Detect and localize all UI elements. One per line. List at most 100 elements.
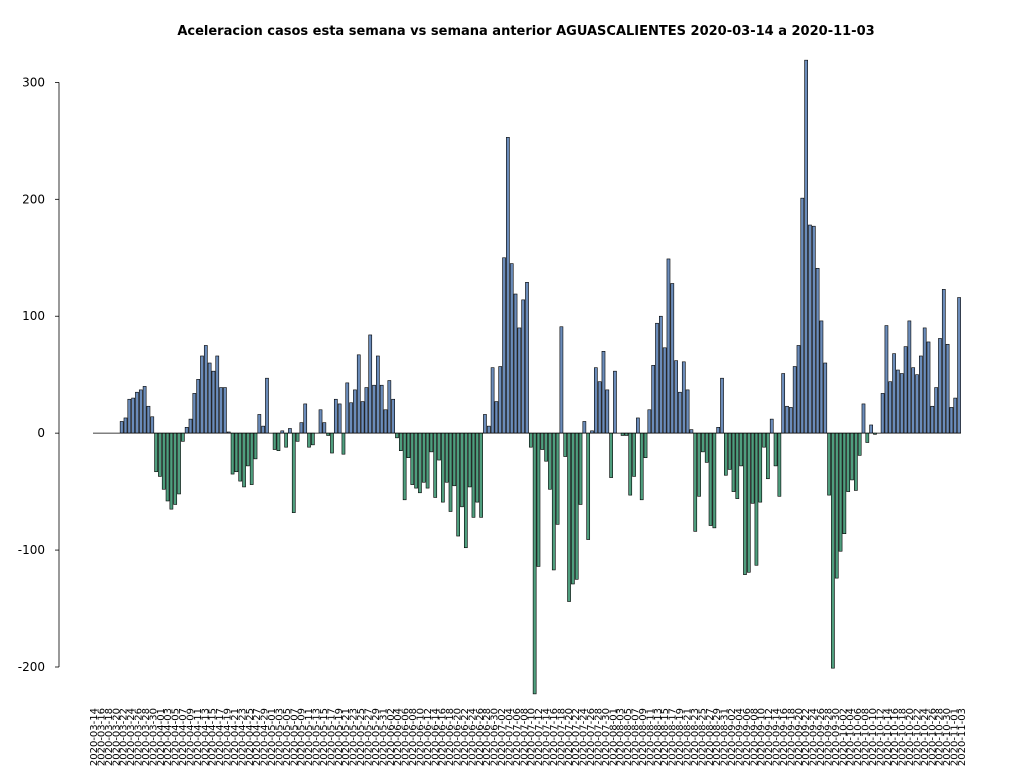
bar [586, 432, 591, 540]
bar [724, 432, 728, 476]
x-tick-label: 2020-09-16 [779, 708, 790, 766]
bar [792, 366, 797, 434]
bar [138, 389, 143, 434]
x-tick-label: 2020-07-06 [512, 708, 523, 766]
x-tick-label: 2020-05-25 [356, 708, 367, 766]
bar [574, 432, 579, 580]
bar [551, 432, 556, 571]
bar [513, 293, 518, 434]
bar [674, 360, 678, 434]
bar [578, 432, 583, 505]
bar [639, 432, 644, 501]
x-tick-label: 2020-04-23 [237, 708, 248, 766]
chart-title: Aceleracion casos esta semana vs semana … [177, 24, 874, 39]
x-tick-label: 2020-10-16 [890, 708, 901, 766]
x-tick-label: 2020-09-02 [727, 708, 738, 766]
bar [177, 432, 181, 495]
bar [789, 407, 793, 434]
bar [655, 322, 659, 434]
bar [930, 405, 935, 434]
bar [785, 405, 789, 434]
bar [284, 432, 288, 448]
bar [460, 432, 464, 508]
x-tick-label: 2020-08-09 [638, 708, 649, 766]
x-tick-label: 2020-10-06 [853, 708, 864, 766]
bar [509, 263, 514, 434]
bar [854, 432, 858, 491]
bar [483, 414, 487, 434]
bar [548, 432, 552, 490]
bar [697, 432, 701, 497]
bar [941, 289, 946, 434]
x-tick-label: 2020-06-08 [408, 708, 419, 766]
x-tick-label: 2020-10-22 [913, 708, 924, 766]
bar [123, 417, 128, 434]
bar [754, 432, 759, 566]
bar [945, 343, 950, 434]
bar [827, 432, 831, 496]
x-tick-label: 2020-09-26 [816, 708, 827, 766]
bar [544, 432, 548, 462]
bar [333, 398, 338, 434]
bar [234, 432, 239, 473]
x-tick-label: 2020-04-21 [230, 708, 241, 766]
bar [678, 391, 682, 434]
bar [693, 432, 698, 532]
x-tick-label: 2020-05-13 [312, 708, 323, 766]
bar [211, 370, 216, 434]
x-tick-label: 2020-09-12 [764, 708, 775, 766]
x-tick-label: 2020-04-07 [178, 708, 189, 766]
bar [330, 432, 334, 454]
bar [666, 258, 671, 434]
bar [502, 257, 506, 434]
bar [563, 432, 568, 457]
x-tick-label: 2020-10-04 [846, 708, 857, 766]
x-tick-label: 2020-06-24 [467, 708, 478, 766]
bar [643, 432, 648, 458]
bar [949, 407, 954, 434]
bar [253, 432, 258, 460]
x-tick-label: 2020-03-28 [141, 708, 152, 766]
bar [582, 421, 587, 434]
bar [456, 432, 461, 537]
y-tick-label: 100 [22, 309, 45, 323]
bar [915, 374, 919, 434]
x-tick-label: 2020-05-27 [364, 708, 375, 766]
bar [926, 341, 931, 434]
bar [896, 369, 900, 434]
bar [135, 391, 139, 434]
x-tick-label: 2020-06-28 [482, 708, 493, 766]
bar [276, 432, 281, 451]
bar [601, 351, 606, 434]
bar [376, 355, 380, 434]
x-tick-label: 2020-04-27 [252, 708, 263, 766]
bar [628, 432, 633, 496]
bar [184, 427, 189, 434]
bar [743, 432, 747, 575]
bar [704, 432, 709, 463]
bar [486, 425, 491, 434]
x-tick-label: 2020-10-14 [883, 708, 894, 766]
bar [528, 432, 533, 448]
y-tick-label: -200 [18, 660, 45, 674]
bar [758, 432, 763, 503]
x-tick-label: 2020-04-05 [171, 708, 182, 766]
bar [391, 398, 396, 434]
x-tick-label: 2020-05-31 [378, 708, 389, 766]
x-tick-label: 2020-07-26 [586, 708, 597, 766]
bar [731, 432, 736, 492]
bar [498, 366, 503, 434]
bar [796, 345, 801, 434]
bar [360, 401, 365, 434]
x-tick-label: 2020-05-23 [349, 708, 360, 766]
x-tick-label: 2020-03-20 [111, 708, 122, 766]
bar [685, 389, 690, 434]
bar [689, 429, 694, 434]
bar [773, 432, 778, 467]
bar [953, 397, 958, 434]
bar [647, 409, 652, 434]
bar [899, 373, 904, 434]
y-tick-label: 300 [22, 75, 45, 89]
x-tick-label: 2020-05-09 [297, 708, 308, 766]
x-tick-label: 2020-06-12 [423, 708, 434, 766]
